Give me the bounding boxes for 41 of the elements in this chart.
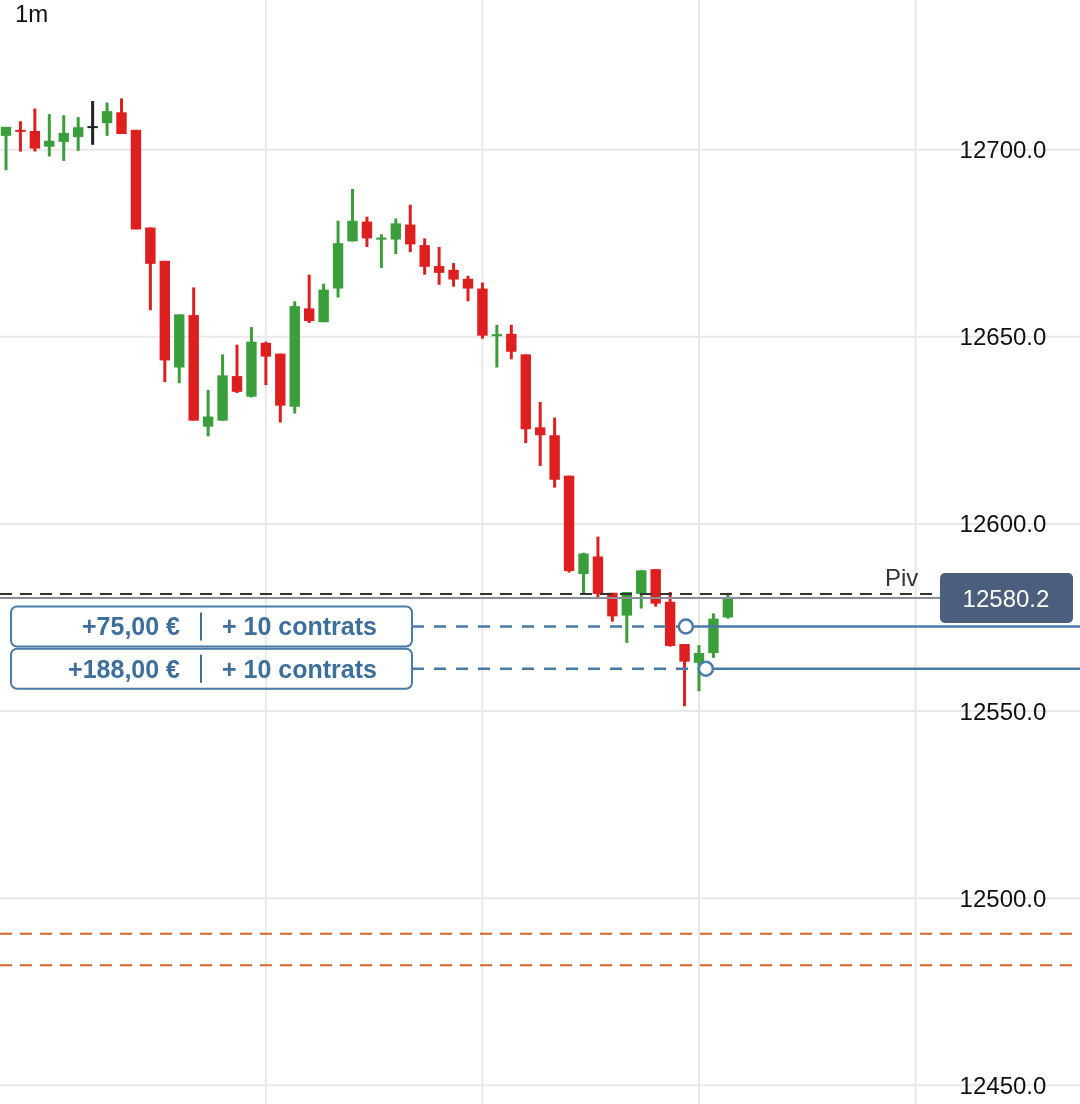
candlestick xyxy=(361,216,373,247)
candlestick xyxy=(116,98,127,134)
candlestick xyxy=(491,323,503,368)
candlestick xyxy=(202,388,214,437)
candlestick xyxy=(390,218,402,256)
candlestick xyxy=(433,247,445,285)
annotation: + 10 contrats xyxy=(222,612,377,641)
candlestick xyxy=(29,108,41,152)
candlestick xyxy=(58,115,69,161)
candlestick xyxy=(636,570,647,609)
candlestick xyxy=(231,344,243,393)
candlestick xyxy=(260,341,272,387)
y-tick-label: 12500.0 xyxy=(959,884,1047,912)
candlestick xyxy=(462,274,474,302)
candlestick xyxy=(419,238,430,275)
candlestick xyxy=(0,125,12,171)
candlestick xyxy=(303,274,315,323)
candlestick xyxy=(506,323,517,360)
candlestick xyxy=(534,400,546,466)
candlestick xyxy=(44,114,55,157)
candlestick xyxy=(347,188,358,242)
ref-line-label: +75,00 € xyxy=(81,612,181,641)
candlestick xyxy=(72,117,84,151)
candlestick xyxy=(15,121,26,152)
candlestick xyxy=(87,101,98,145)
y-tick-label: 12550.0 xyxy=(959,697,1047,725)
y-tick-label: 12450.0 xyxy=(959,1071,1047,1099)
candlestick xyxy=(679,644,690,708)
annotation: + 10 contrats xyxy=(222,654,377,683)
y-tick-label: 12600.0 xyxy=(959,510,1047,538)
y-tick-label: 12650.0 xyxy=(959,323,1047,351)
candlestick xyxy=(101,102,113,136)
ref-line-label: +188,00 € xyxy=(68,654,181,683)
candlestick xyxy=(405,204,416,254)
candlestick xyxy=(376,234,387,268)
chart-title: 1m xyxy=(15,0,49,27)
candlestick xyxy=(448,263,459,287)
candlestick xyxy=(578,552,589,594)
ref-line-label: 12580.2 xyxy=(962,584,1050,612)
y-tick-label: 12700.0 xyxy=(959,136,1047,164)
ref-line-label: Piv xyxy=(885,563,919,591)
